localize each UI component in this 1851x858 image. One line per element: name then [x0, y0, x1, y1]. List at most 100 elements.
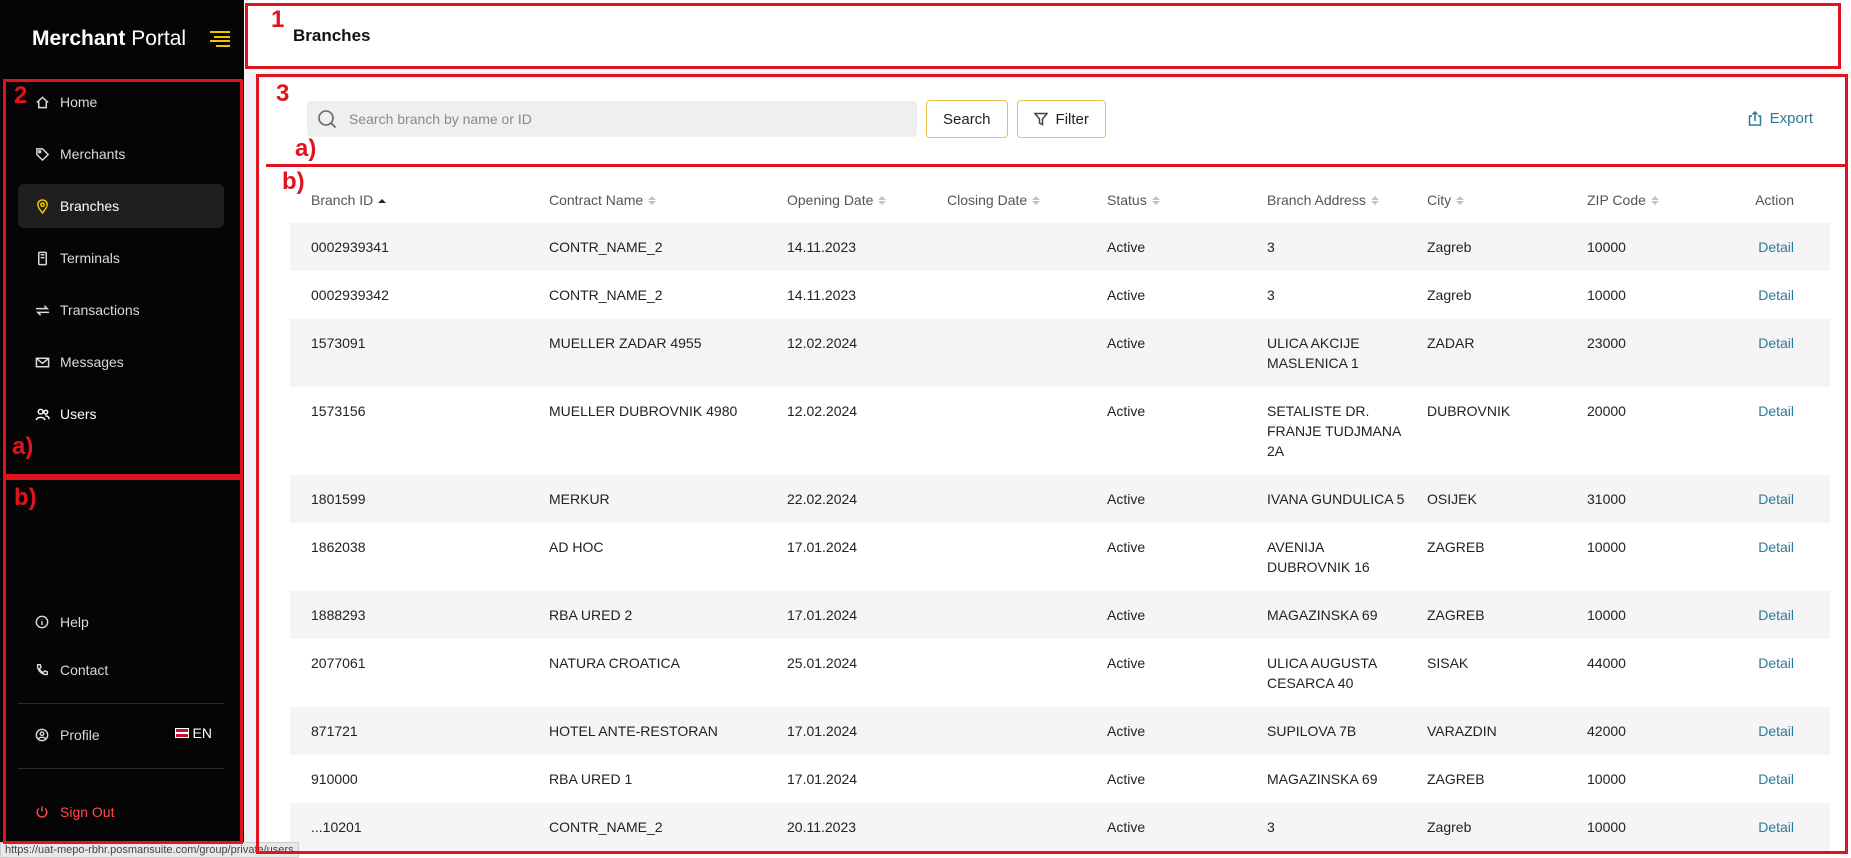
- table-row: 1801599 MERKUR 22.02.2024 Active IVANA GUNDU…: [290, 475, 1830, 523]
- column-header-branch-address[interactable]: Branch Address: [1246, 176, 1406, 223]
- cell-action: Detail: [1726, 707, 1830, 755]
- cell-zip-code: 42000: [1587, 723, 1626, 739]
- cell-contract-name: MERKUR: [549, 491, 610, 507]
- cell-action: Detail: [1726, 523, 1830, 591]
- sidebar-item-users[interactable]: Users: [18, 392, 224, 436]
- users-icon: [34, 406, 50, 422]
- sidebar-item-terminals[interactable]: Terminals: [18, 236, 224, 280]
- search-input[interactable]: [349, 111, 889, 127]
- cell-contract-name: CONTR_NAME_2: [549, 239, 663, 255]
- cell-action: Detail: [1726, 591, 1830, 639]
- cell-branch-address: ULICA AKCIJE MASLENICA 1: [1267, 335, 1360, 371]
- column-label: Closing Date: [947, 191, 1028, 208]
- detail-link[interactable]: Detail: [1758, 335, 1794, 351]
- detail-link[interactable]: Detail: [1758, 539, 1794, 555]
- search-field[interactable]: [307, 101, 917, 137]
- search-button[interactable]: Search: [926, 100, 1008, 138]
- transfer-arrows-icon: [34, 302, 50, 318]
- detail-link[interactable]: Detail: [1758, 607, 1794, 623]
- cell-branch-address: MAGAZINSKA 69: [1267, 771, 1378, 787]
- cell-status: Active: [1107, 607, 1146, 623]
- table-row: ...10201 CONTR_NAME_2 20.11.2023 Active 3 Zag…: [290, 803, 1830, 851]
- sort-icon[interactable]: [1032, 196, 1041, 206]
- sidebar-item-branches[interactable]: Branches: [18, 184, 224, 228]
- signout-row: Sign Out: [18, 790, 224, 834]
- annotation-label-header: 1: [271, 6, 285, 33]
- annotation-label-sidebar-lower: b): [14, 484, 37, 511]
- detail-link[interactable]: Detail: [1758, 771, 1794, 787]
- column-label: Opening Date: [787, 191, 874, 208]
- column-label: Branch Address: [1267, 191, 1366, 208]
- detail-link[interactable]: Detail: [1758, 287, 1794, 303]
- column-header-status[interactable]: Status: [1086, 176, 1246, 223]
- sort-icon[interactable]: [648, 196, 657, 206]
- column-header-contract-name[interactable]: Contract Name: [528, 176, 766, 223]
- export-label: Export: [1769, 110, 1813, 127]
- cell-status: Active: [1107, 239, 1146, 255]
- column-header-closing-date[interactable]: Closing Date: [926, 176, 1086, 223]
- cell-zip-code: 10000: [1587, 607, 1626, 623]
- sign-out-button[interactable]: Sign Out: [18, 790, 224, 834]
- help-link[interactable]: Help: [18, 600, 224, 644]
- sidebar-item-messages[interactable]: Messages: [18, 340, 224, 384]
- detail-link[interactable]: Detail: [1758, 655, 1794, 671]
- sort-icon[interactable]: [1650, 196, 1659, 206]
- sidebar-divider: [18, 703, 224, 704]
- export-button[interactable]: Export: [1748, 110, 1813, 127]
- filter-button[interactable]: Filter: [1016, 100, 1106, 138]
- cell-closing-date: [926, 271, 1086, 319]
- sort-icon[interactable]: [1370, 196, 1379, 206]
- sidebar-item-home[interactable]: Home: [18, 80, 224, 124]
- cell-branch-id: 1801599: [311, 491, 366, 507]
- column-label: City: [1427, 191, 1452, 208]
- cell-contract-name: RBA URED 2: [549, 607, 633, 623]
- power-icon: [34, 804, 50, 820]
- cell-zip-code: 23000: [1587, 335, 1626, 351]
- sidebar-nav: Home Merchants Branches Terminals Transa…: [18, 80, 224, 444]
- sidebar-item-merchants[interactable]: Merchants: [18, 132, 224, 176]
- contact-link[interactable]: Contact: [18, 648, 224, 692]
- annotation-label-sidebar-nav: a): [12, 433, 34, 460]
- detail-link[interactable]: Detail: [1758, 723, 1794, 739]
- column-header-city[interactable]: City: [1406, 176, 1566, 223]
- sort-ascending-icon[interactable]: [378, 198, 387, 203]
- cell-contract-name: MUELLER DUBROVNIK 4980: [549, 403, 738, 419]
- cell-closing-date: [926, 639, 1086, 707]
- cell-closing-date: [926, 591, 1086, 639]
- detail-link[interactable]: Detail: [1758, 403, 1794, 419]
- table-row: 1862038 AD HOC 17.01.2024 Active AVENIJA DUB…: [290, 523, 1830, 591]
- menu-toggle-icon[interactable]: [208, 31, 230, 47]
- cell-branch-id: 1862038: [311, 539, 366, 555]
- cell-opening-date: 17.01.2024: [787, 539, 858, 555]
- cell-city: SISAK: [1427, 655, 1469, 671]
- sidebar-item-label: Branches: [60, 198, 120, 214]
- sidebar-item-transactions[interactable]: Transactions: [18, 288, 224, 332]
- detail-link[interactable]: Detail: [1758, 239, 1794, 255]
- cell-action: Detail: [1726, 387, 1830, 475]
- sort-icon[interactable]: [878, 196, 887, 206]
- column-header-opening-date[interactable]: Opening Date: [766, 176, 926, 223]
- help-label: Help: [60, 614, 89, 630]
- filter-button-label: Filter: [1055, 110, 1089, 128]
- sidebar-item-label: Terminals: [60, 250, 120, 266]
- profile-link[interactable]: Profile: [18, 713, 224, 757]
- column-header-branch-id[interactable]: Branch ID: [290, 176, 528, 223]
- cell-branch-id: 0002939341: [311, 239, 389, 255]
- detail-link[interactable]: Detail: [1758, 491, 1794, 507]
- sort-icon[interactable]: [1456, 196, 1465, 206]
- cell-branch-address: 3: [1267, 239, 1275, 255]
- cell-city: ZAGREB: [1427, 771, 1485, 787]
- table-row: 871721 HOTEL ANTE-RESTORAN 17.01.2024 Activ…: [290, 707, 1830, 755]
- cell-status: Active: [1107, 771, 1146, 787]
- cell-status: Active: [1107, 539, 1146, 555]
- column-label: ZIP Code: [1587, 191, 1646, 208]
- language-switcher[interactable]: EN: [174, 725, 212, 741]
- detail-link[interactable]: Detail: [1758, 819, 1794, 835]
- column-header-zip-code[interactable]: ZIP Code: [1566, 176, 1726, 223]
- column-header-action: Action: [1726, 176, 1830, 223]
- cell-action: Detail: [1726, 475, 1830, 523]
- cell-city: Zagreb: [1427, 239, 1472, 255]
- sort-icon[interactable]: [1151, 196, 1160, 206]
- cell-zip-code: 44000: [1587, 655, 1626, 671]
- contact-label: Contact: [60, 662, 109, 678]
